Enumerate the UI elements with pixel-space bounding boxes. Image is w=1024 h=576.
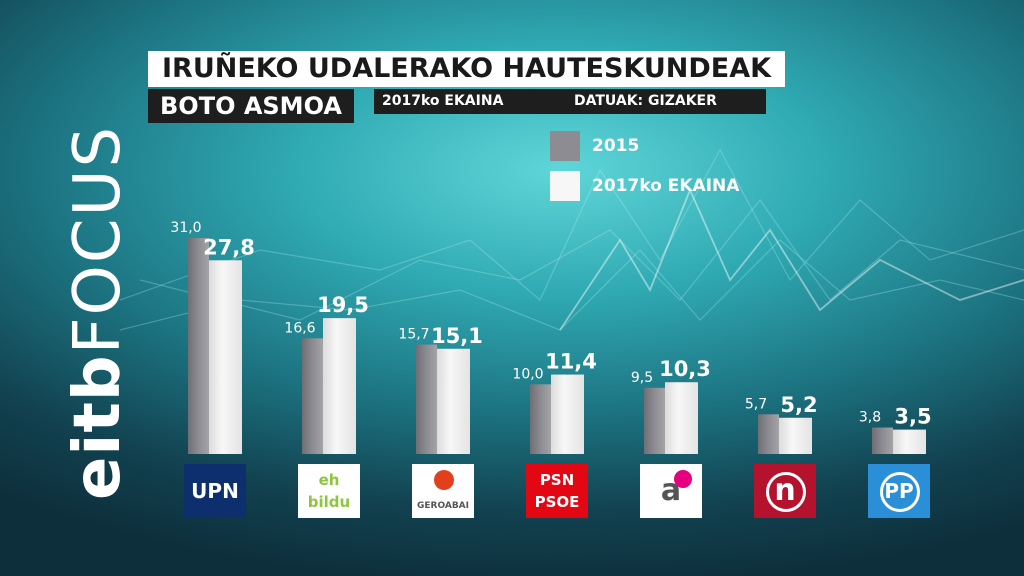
- bar-2017-0: [209, 260, 242, 454]
- chart-title: IRUÑEKO UDALERAKO HAUTESKUNDEAK: [148, 51, 786, 87]
- bar-2017-6: [893, 429, 926, 454]
- label-2017-6: 3,5: [894, 405, 931, 429]
- label-2015-3: 10,0: [512, 366, 543, 382]
- legend-label-2015: 2015: [592, 136, 640, 156]
- logo-text-psn-psoe: PSN: [539, 471, 575, 489]
- chart-subtitle: BOTO ASMOA: [148, 89, 354, 123]
- logo-text-aranzadi: a: [660, 473, 682, 508]
- bar-2015-5: [758, 414, 779, 454]
- logo-aranzadi: a: [640, 464, 702, 518]
- label-2017-5: 5,2: [780, 393, 817, 417]
- bar-2015-6: [872, 427, 893, 454]
- bar-2015-4: [644, 387, 665, 454]
- bar-2017-1: [323, 318, 356, 454]
- legend-label-2017: 2017ko EKAINA: [592, 176, 740, 196]
- bar-2017-3: [551, 374, 584, 454]
- logo-text-eh-bildu: bildu: [307, 493, 351, 511]
- label-2017-3: 11,4: [545, 350, 597, 374]
- survey-date: 2017ko EKAINA: [382, 93, 504, 109]
- logo-upn: UPN: [184, 464, 246, 518]
- label-2015-6: 3,8: [859, 410, 881, 426]
- label-2015-5: 5,7: [745, 396, 767, 412]
- bar-2015-1: [302, 338, 323, 454]
- logo-geroa-bai: GEROABAI: [412, 464, 474, 518]
- label-2017-0: 27,8: [203, 235, 255, 259]
- bar-2017-2: [437, 348, 470, 454]
- bar-2017-5: [779, 417, 812, 454]
- bar-2017-4: [665, 382, 698, 454]
- info-bar: 2017ko EKAINA DATUAK: GIZAKER: [374, 89, 766, 114]
- label-2017-1: 19,5: [317, 293, 369, 317]
- logo-eh-bildu: eh bildu: [298, 464, 360, 518]
- logo-text-eh-bildu: eh: [318, 471, 340, 489]
- label-2015-1: 16,6: [284, 320, 315, 336]
- logo-text-geroa-bai: GEROABAI: [416, 501, 469, 511]
- logo-pp: PP: [868, 464, 930, 518]
- label-2015-4: 9,5: [631, 370, 653, 386]
- aranzadi-flower-icon: [674, 470, 692, 488]
- legend-swatch-2017: [550, 171, 580, 201]
- izquierda-ezkerra-ring-icon: [766, 472, 806, 512]
- data-source: DATUAK: GIZAKER: [574, 93, 717, 109]
- pp-ring-icon: [880, 472, 920, 512]
- legend-swatch-2015: [550, 131, 580, 161]
- label-2017-2: 15,1: [431, 324, 483, 348]
- bar-2015-3: [530, 384, 551, 454]
- label-2015-2: 15,7: [398, 327, 429, 343]
- logo-psn-psoe: PSN PSOE: [526, 464, 588, 518]
- bar-2015-2: [416, 344, 437, 454]
- label-2015-0: 31,0: [170, 220, 201, 236]
- bar-2015-0: [188, 238, 209, 454]
- logo-text-upn: UPN: [191, 479, 239, 503]
- logo-text-psn-psoe: PSOE: [534, 493, 580, 511]
- geroa-bai-tree-icon: [434, 470, 454, 490]
- logo-izquierda-ezkerra: n: [754, 464, 816, 518]
- label-2017-4: 10,3: [659, 357, 711, 381]
